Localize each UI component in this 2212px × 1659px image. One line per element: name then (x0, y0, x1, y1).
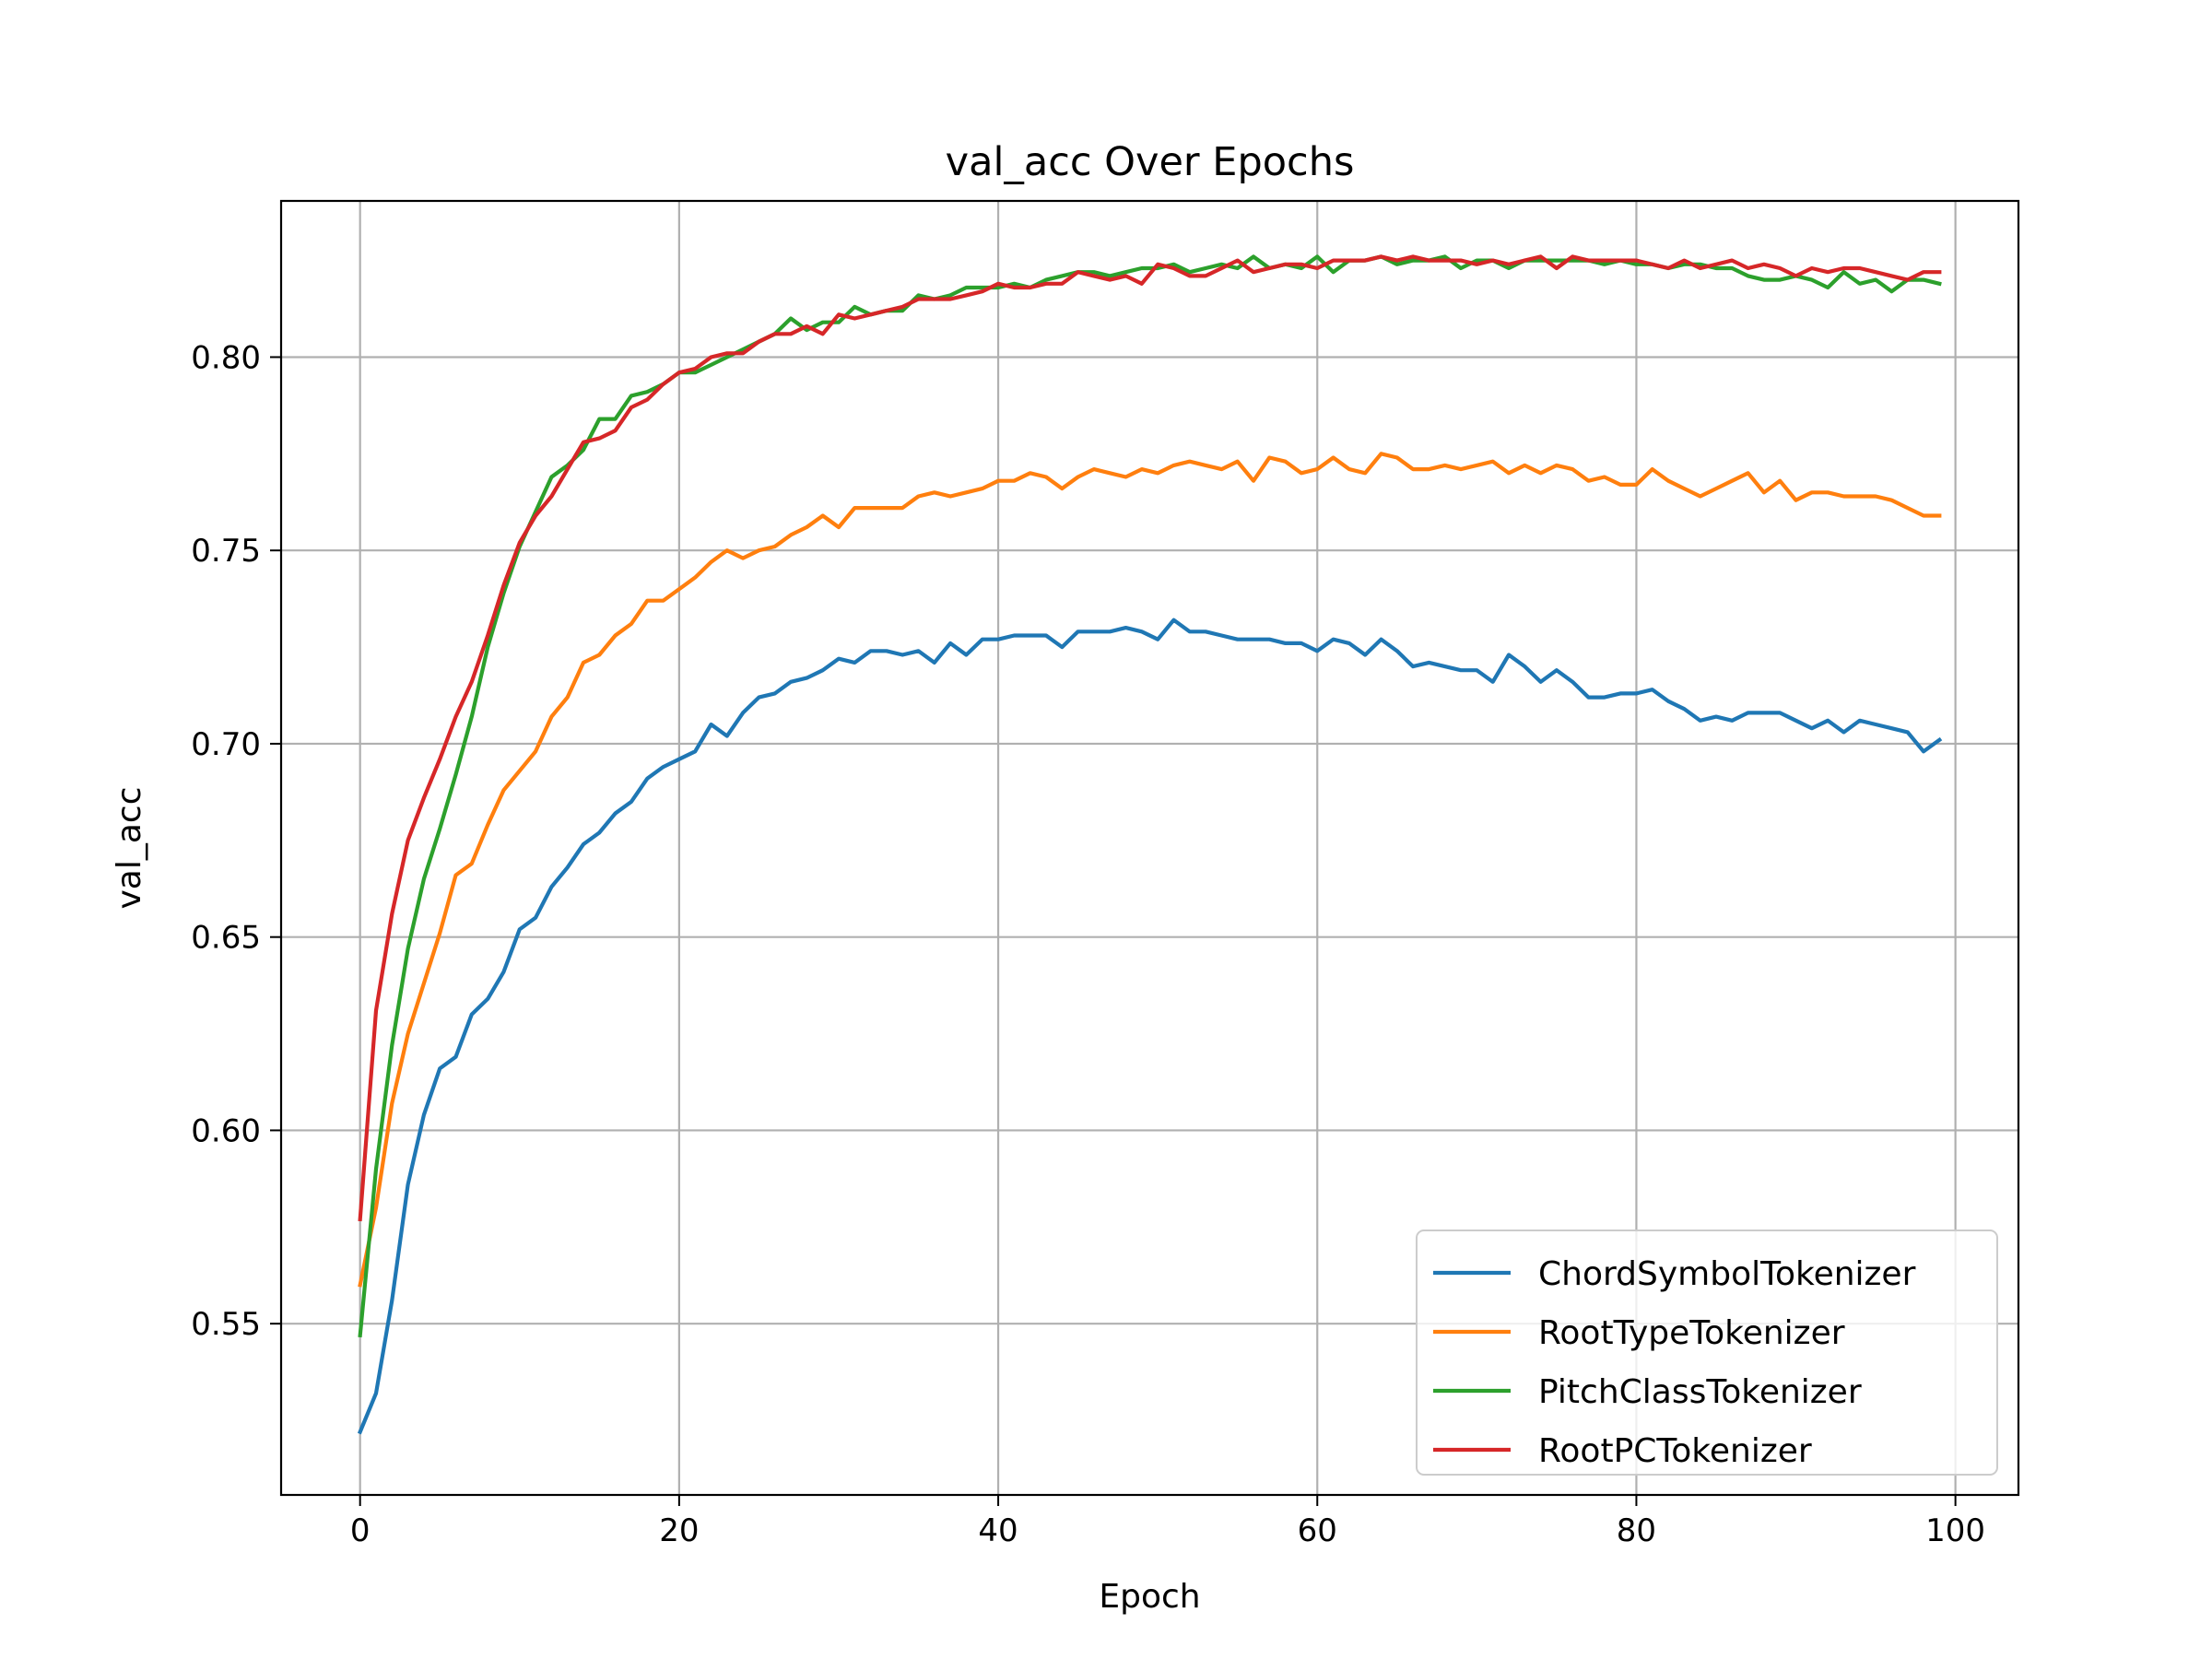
legend-item: RootPCTokenizer (1433, 1432, 1812, 1470)
y-tick-label: 0.80 (191, 339, 261, 376)
legend-label: RootPCTokenizer (1538, 1432, 1812, 1470)
legend-label: ChordSymbolTokenizer (1538, 1255, 1916, 1293)
x-tick-label: 40 (978, 1512, 1018, 1549)
legend-label: PitchClassTokenizer (1538, 1373, 1862, 1411)
grid (281, 201, 2018, 1495)
legend-item: PitchClassTokenizer (1433, 1373, 1862, 1411)
series-line-roottypetokenizer (358, 452, 1942, 1288)
ticks: 0 20 40 60 80 100 0.55 0.60 0.65 0.70 0.75 0.80 (191, 339, 1985, 1549)
legend-box (1416, 1230, 1998, 1476)
y-tick-label: 0.60 (191, 1112, 261, 1149)
legend-item: ChordSymbolTokenizer (1433, 1255, 1916, 1293)
series-line-rootpctokenizer (358, 254, 1942, 1222)
x-tick-label: 0 (350, 1512, 371, 1549)
x-tick-label: 60 (1298, 1512, 1337, 1549)
y-tick-label: 0.55 (191, 1306, 261, 1343)
y-tick-label: 0.75 (191, 533, 261, 570)
y-tick-label: 0.70 (191, 726, 261, 763)
series-layer (357, 254, 1943, 1435)
chart-title: val_acc Over Epochs (946, 139, 1355, 185)
x-tick-label: 20 (659, 1512, 699, 1549)
x-axis-title: Epoch (1099, 1578, 1200, 1616)
x-tick-label: 100 (1925, 1512, 1985, 1549)
x-tick-label: 80 (1617, 1512, 1656, 1549)
legend-label: RootTypeTokenizer (1538, 1314, 1845, 1352)
y-tick-label: 0.65 (191, 920, 261, 957)
series-line-chordsymboltokenizer (357, 618, 1943, 1435)
plot-frame (279, 199, 2020, 1497)
y-axis-title: val_acc (111, 786, 148, 909)
legend: ChordSymbolTokenizer RootTypeTokenizer Pit… (1416, 1230, 1998, 1476)
legend-item: RootTypeTokenizer (1433, 1314, 1845, 1352)
